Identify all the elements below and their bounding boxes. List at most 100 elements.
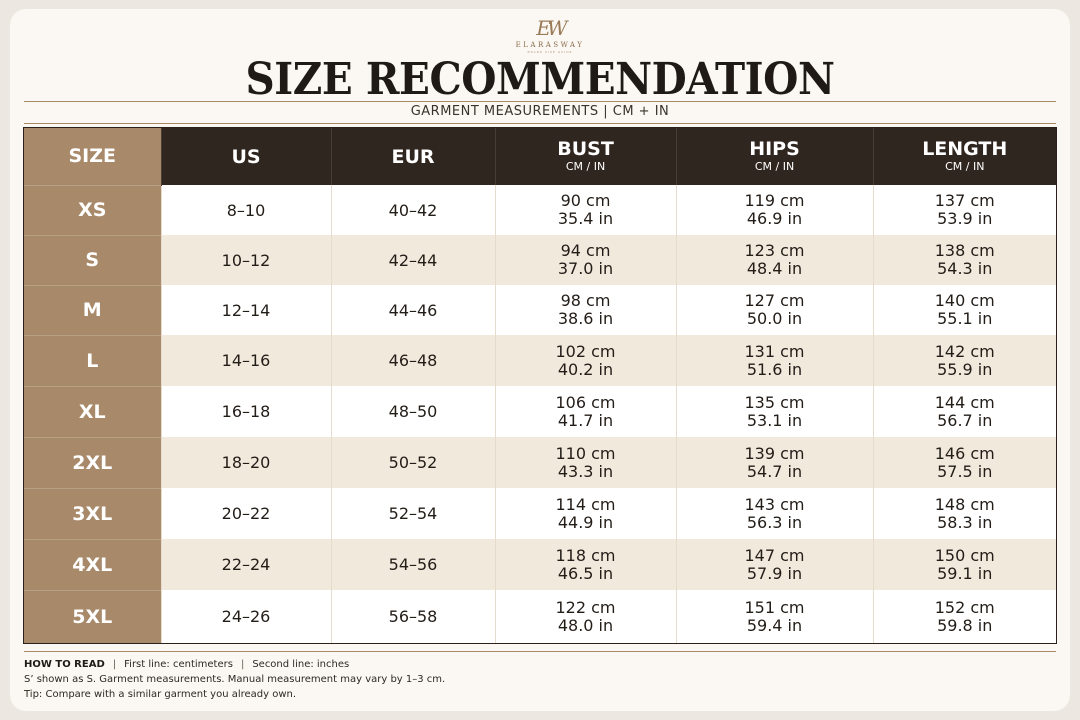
bust-cell: 106 cm 41.7 in <box>494 386 676 437</box>
bust-in: 44.9 in <box>557 512 614 532</box>
hips-cm: 143 cm <box>744 494 805 514</box>
length-cell: 137 cm 53.9 in <box>872 185 1056 235</box>
bust-cell: 94 cm 37.0 in <box>494 235 676 285</box>
table-row: XL 16–18 48–50 106 cm 41.7 in 135 cm 53.1 in 14… <box>24 385 1056 437</box>
bust-cm: 122 cm <box>555 597 616 617</box>
hips-cell: 143 cm 56.3 in <box>675 488 873 539</box>
table-row: 2XL 18–20 50–52 110 cm 43.3 in 139 cm 54.7 in 1… <box>24 436 1056 488</box>
hips-cell: 127 cm 50.0 in <box>675 285 873 335</box>
hips-cell: 131 cm 51.6 in <box>675 335 873 386</box>
bust-cell: 102 cm 40.2 in <box>494 335 676 386</box>
hips-in: 57.9 in <box>746 563 803 583</box>
hips-cm: 135 cm <box>744 392 805 412</box>
size-cell: 4XL <box>24 538 161 590</box>
bust-in: 40.2 in <box>557 359 614 379</box>
length-in: 57.5 in <box>937 461 993 481</box>
length-cell: 144 cm 56.7 in <box>872 386 1056 437</box>
length-in: 55.1 in <box>937 309 993 328</box>
brand-logo: EW ELARASWAY BRAND SIZE GUIDE <box>500 17 600 54</box>
size-cell: XS <box>24 184 161 235</box>
hips-cm: 131 cm <box>744 341 805 361</box>
bust-cell: 90 cm 35.4 in <box>494 185 676 235</box>
bust-in: 35.4 in <box>557 209 614 228</box>
length-cm: 150 cm <box>934 545 995 565</box>
bust-cm: 110 cm <box>555 443 616 463</box>
table-row: S 10–12 42–44 94 cm 37.0 in 123 cm 48.4 in 138 … <box>24 234 1056 285</box>
eur-size-cell: 46–48 <box>330 335 495 386</box>
table-row: 3XL 20–22 52–54 114 cm 44.9 in 143 cm 56.3 in 1… <box>24 487 1056 539</box>
length-cell: 148 cm 58.3 in <box>872 488 1056 539</box>
hips-cell: 139 cm 54.7 in <box>675 437 873 488</box>
hips-cm: 123 cm <box>744 241 805 260</box>
eur-size-cell: 48–50 <box>330 386 495 437</box>
us-size-cell: 16–18 <box>160 386 331 437</box>
hips-cm: 127 cm <box>744 291 805 310</box>
eur-size-cell: 54–56 <box>330 539 495 590</box>
length-cell: 152 cm 59.8 in <box>872 590 1056 643</box>
measurement-note: S’ shown as S. Garment measurements. Man… <box>24 674 446 685</box>
hips-cm: 151 cm <box>744 597 805 617</box>
bust-in: 46.5 in <box>557 563 614 583</box>
length-cm: 148 cm <box>934 494 995 514</box>
brand-name: ELARASWAY <box>515 41 585 49</box>
how-to-read-label: HOW TO READ <box>24 659 105 670</box>
footer-divider <box>24 651 1056 652</box>
bust-in: 43.3 in <box>557 461 614 481</box>
bust-cell: 98 cm 38.6 in <box>494 285 676 335</box>
hips-in: 53.1 in <box>746 410 803 430</box>
table-row: M 12–14 44–46 98 cm 38.6 in 127 cm 50.0 in 140 … <box>24 284 1056 335</box>
eur-size-cell: 56–58 <box>330 590 495 643</box>
hips-in: 56.3 in <box>746 512 803 532</box>
header-length-unit: CM / IN <box>945 160 985 173</box>
first-line-note: First line: centimeters <box>124 659 233 670</box>
length-cm: 144 cm <box>934 392 995 412</box>
eur-size-cell: 52–54 <box>330 488 495 539</box>
bust-cm: 102 cm <box>555 341 616 361</box>
us-size-cell: 10–12 <box>160 235 331 285</box>
bust-cm: 118 cm <box>555 545 616 565</box>
length-cell: 140 cm 55.1 in <box>872 285 1056 335</box>
length-in: 59.1 in <box>937 563 993 583</box>
us-size-cell: 20–22 <box>160 488 331 539</box>
length-in: 58.3 in <box>937 512 993 532</box>
brand-tagline: BRAND SIZE GUIDE <box>527 50 573 54</box>
hips-cell: 147 cm 57.9 in <box>675 539 873 590</box>
us-size-cell: 14–16 <box>160 335 331 386</box>
header-hips-unit: CM / IN <box>754 160 795 173</box>
hips-cm: 139 cm <box>744 443 805 463</box>
us-size-cell: 18–20 <box>160 437 331 488</box>
us-size-cell: 12–14 <box>160 285 331 335</box>
table-row: XS 8–10 40–42 90 cm 35.4 in 119 cm 46.9 in 137 … <box>24 184 1056 235</box>
length-cell: 150 cm 59.1 in <box>872 539 1056 590</box>
length-cm: 142 cm <box>934 341 995 361</box>
hips-in: 48.4 in <box>746 259 803 278</box>
table-row: 5XL 24–26 56–58 122 cm 48.0 in 151 cm 59.4 in 1… <box>24 589 1056 643</box>
us-size-cell: 22–24 <box>160 539 331 590</box>
size-table: SIZE US EUR BUST CM / IN HIPS CM / IN LENG… <box>24 128 1056 643</box>
length-cm: 140 cm <box>934 291 995 310</box>
size-cell: 5XL <box>24 589 161 643</box>
size-cell: M <box>24 284 161 335</box>
length-cm: 137 cm <box>934 191 995 210</box>
header-bust-unit: CM / IN <box>565 160 606 173</box>
length-cell: 142 cm 55.9 in <box>872 335 1056 386</box>
page-title: SIZE RECOMMENDATION <box>245 54 835 105</box>
eur-size-cell: 40–42 <box>330 185 495 235</box>
table-row: 4XL 22–24 54–56 118 cm 46.5 in 147 cm 57.9 in 1… <box>24 538 1056 590</box>
table-body: XS 8–10 40–42 90 cm 35.4 in 119 cm 46.9 in 137 … <box>24 184 1056 643</box>
hips-cell: 135 cm 53.1 in <box>675 386 873 437</box>
bust-in: 48.0 in <box>557 615 614 635</box>
bust-cm: 106 cm <box>555 392 616 412</box>
bust-cm: 98 cm <box>560 291 611 310</box>
bust-cell: 114 cm 44.9 in <box>494 488 676 539</box>
header-bust: BUST CM / IN <box>494 128 676 185</box>
length-cm: 146 cm <box>934 443 995 463</box>
size-cell: XL <box>24 385 161 437</box>
length-cm: 138 cm <box>934 241 995 260</box>
table-row: L 14–16 46–48 102 cm 40.2 in 131 cm 51.6 in 142… <box>24 334 1056 386</box>
header-size: SIZE <box>24 128 161 185</box>
bust-cell: 110 cm 43.3 in <box>494 437 676 488</box>
bust-cm: 114 cm <box>555 494 616 514</box>
header-length: LENGTH CM / IN <box>872 128 1056 185</box>
bust-cm: 90 cm <box>560 191 611 210</box>
